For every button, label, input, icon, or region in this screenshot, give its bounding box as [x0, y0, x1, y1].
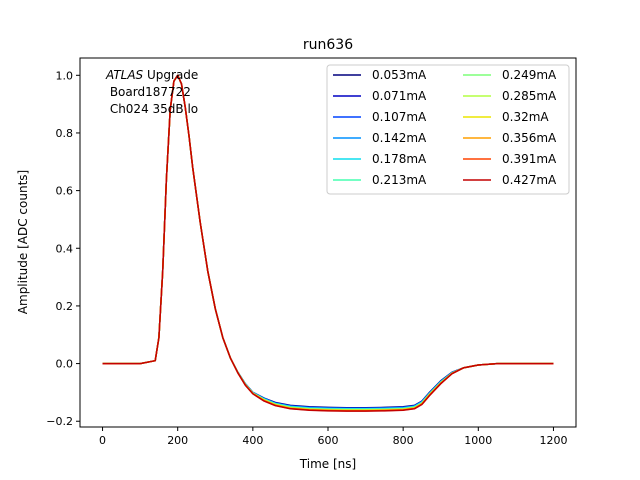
- x-tick-label: 0: [99, 434, 106, 447]
- x-tick-label: 400: [242, 434, 263, 447]
- chart-title: run636: [303, 37, 353, 53]
- legend-label-9: 0.356mA: [502, 131, 557, 145]
- x-tick-label: 200: [167, 434, 188, 447]
- legend-label-2: 0.107mA: [372, 110, 427, 124]
- y-tick-label: 0.8: [56, 127, 74, 140]
- y-tick-label: 0.6: [56, 185, 74, 198]
- y-tick-label: 0.4: [56, 242, 74, 255]
- x-axis-label: Time [ns]: [299, 457, 356, 471]
- series-line-11: [102, 74, 554, 412]
- legend-label-5: 0.213mA: [372, 173, 427, 187]
- y-tick-label: 0.0: [56, 358, 74, 371]
- legend-label-11: 0.427mA: [502, 173, 557, 187]
- x-tick-label: 800: [393, 434, 414, 447]
- x-tick-label: 600: [318, 434, 339, 447]
- legend-label-0: 0.053mA: [372, 68, 427, 82]
- atlas-label: ATLAS: [105, 68, 144, 82]
- legend-label-1: 0.071mA: [372, 89, 427, 103]
- legend-label-3: 0.142mA: [372, 131, 427, 145]
- legend-items: 0.053mA 0.071mA 0.107mA 0.142mA 0.178mA 0.213…: [333, 68, 557, 187]
- series-layer: [102, 74, 554, 412]
- legend-label-10: 0.391mA: [502, 152, 557, 166]
- y-tick-label: 1.0: [56, 69, 74, 82]
- legend-label-7: 0.285mA: [502, 89, 557, 103]
- legend-label-4: 0.178mA: [372, 152, 427, 166]
- y-axis-ticks: −0.2 0.0 0.2 0.4 0.6 0.8 1.0: [46, 69, 80, 428]
- y-tick-label: 0.2: [56, 300, 74, 313]
- annotation-line-2: Board187722: [106, 85, 191, 99]
- legend-box: [326, 64, 570, 195]
- legend-label-8: 0.32mA: [502, 110, 549, 124]
- x-axis-ticks: 0 200 400 600 800 1000 1200: [99, 427, 567, 447]
- legend: 0.053mA 0.071mA 0.107mA 0.142mA 0.178mA 0.213…: [326, 64, 570, 195]
- x-tick-label: 1200: [539, 434, 567, 447]
- y-axis-label: Amplitude [ADC counts]: [16, 170, 30, 314]
- legend-label-6: 0.249mA: [502, 68, 557, 82]
- annotation-text: ATLAS Upgrade Board187722 Ch024 35dB lo: [105, 68, 198, 116]
- annotation-line-3: Ch024 35dB lo: [106, 102, 198, 116]
- annotation-line-1: ATLAS Upgrade: [105, 68, 198, 82]
- x-tick-label: 1000: [464, 434, 492, 447]
- y-tick-label: −0.2: [46, 415, 73, 428]
- upgrade-label: Upgrade: [143, 68, 198, 82]
